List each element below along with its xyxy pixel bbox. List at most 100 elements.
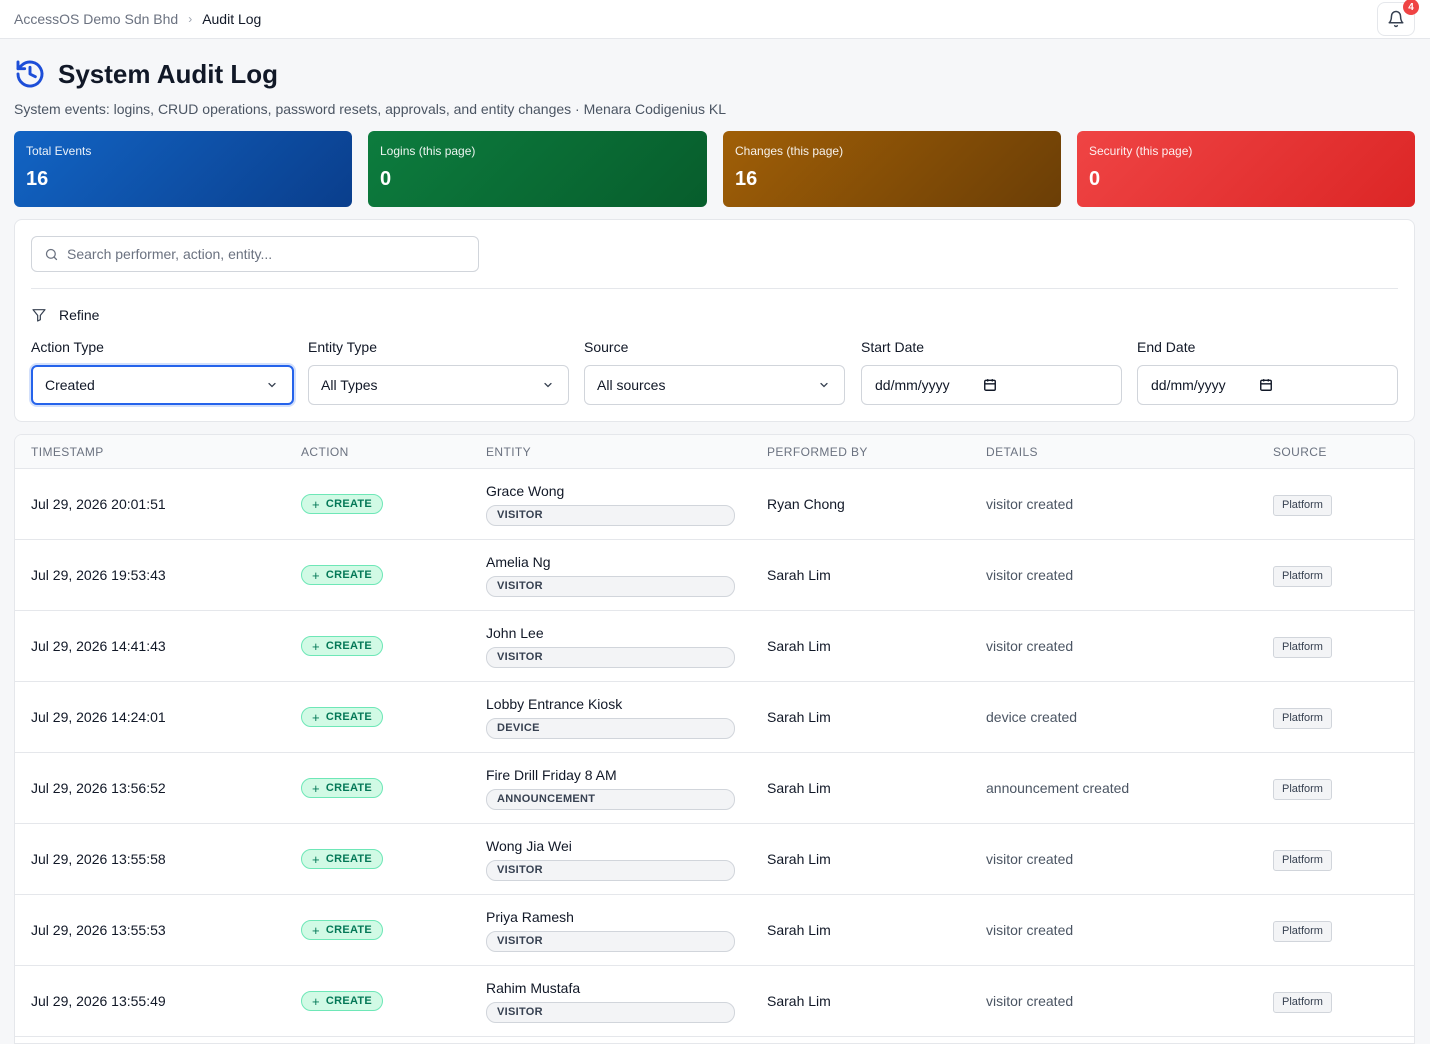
column-header-details[interactable]: DETAILS: [986, 445, 1038, 459]
table-row[interactable]: Jul 29, 2026 14:24:01 + CREATE Lobby Entran…: [15, 682, 1414, 753]
start-date-value: dd/mm/yyyy: [875, 377, 950, 393]
entity-name: John Lee: [486, 625, 544, 641]
entity-type-badge: VISITOR: [486, 505, 735, 526]
table-row[interactable]: Jul 29, 2026 20:01:51 + CREATE Grace Wong VI…: [15, 469, 1414, 540]
plus-icon: +: [311, 638, 320, 654]
notification-count-badge: 4: [1403, 0, 1419, 15]
page-header: System Audit Log: [14, 58, 278, 90]
start-date-input[interactable]: dd/mm/yyyy: [861, 365, 1122, 405]
details-cell: visitor created: [986, 993, 1074, 1009]
calendar-icon[interactable]: [1259, 378, 1273, 392]
end-date-input[interactable]: dd/mm/yyyy: [1137, 365, 1398, 405]
table-row[interactable]: Jul 29, 2026 13:55:58 + CREATE Wong Jia Wei…: [15, 824, 1414, 895]
table-row[interactable]: Jul 29, 2026 14:41:43 + CREATE John Lee VISI…: [15, 611, 1414, 682]
action-type-select[interactable]: Created: [31, 365, 294, 405]
table-row[interactable]: Jul 29, 2026 13:56:52 + CREATE Fire Drill F…: [15, 753, 1414, 824]
plus-icon: +: [311, 993, 320, 1009]
end-date-field: End Date dd/mm/yyyy: [1137, 339, 1398, 405]
entity-type-select[interactable]: All Types: [308, 365, 569, 405]
column-header-performed-by[interactable]: PERFORMED BY: [767, 445, 868, 459]
action-badge: + CREATE: [301, 778, 383, 798]
end-date-value: dd/mm/yyyy: [1151, 377, 1226, 393]
stat-label: Changes (this page): [735, 144, 844, 158]
table-row[interactable]: Jul 29, 2026 19:53:43 + CREATE Amelia Ng VIS…: [15, 540, 1414, 611]
filter-icon: [32, 309, 46, 322]
entity-name: Wong Jia Wei: [486, 838, 572, 854]
action-badge: + CREATE: [301, 707, 383, 727]
action-type-value: Created: [45, 377, 95, 393]
performed-by-cell: Sarah Lim: [767, 567, 831, 583]
start-date-label: Start Date: [861, 339, 925, 355]
notifications-button[interactable]: 4: [1377, 0, 1419, 36]
stat-label: Total Events: [26, 144, 92, 158]
details-cell: visitor created: [986, 496, 1074, 512]
action-type-label: Action Type: [31, 339, 104, 355]
action-badge: + CREATE: [301, 565, 383, 585]
bell-icon: [1388, 10, 1404, 28]
source-badge: Platform: [1273, 850, 1332, 871]
entity-name: Lobby Entrance Kiosk: [486, 696, 623, 712]
column-header-entity[interactable]: ENTITY: [486, 445, 532, 459]
entity-type-label: Entity Type: [308, 339, 378, 355]
chevron-right-icon: ›: [188, 12, 193, 26]
entity-type-badge: VISITOR: [486, 1002, 735, 1023]
table-body: Jul 29, 2026 20:01:51 + CREATE Grace Wong VI…: [15, 469, 1414, 1037]
chevron-down-icon: [544, 382, 552, 388]
entity-name: Rahim Mustafa: [486, 980, 581, 996]
source-badge: Platform: [1273, 495, 1332, 516]
action-label: CREATE: [325, 853, 373, 865]
column-header-timestamp[interactable]: TIMESTAMP: [31, 445, 104, 459]
stat-value: 16: [735, 168, 758, 190]
action-badge: + CREATE: [301, 849, 383, 869]
filter-panel: Refine Action Type Created Entity Type A…: [14, 219, 1415, 422]
stat-value: 16: [26, 168, 49, 190]
plus-icon: +: [311, 780, 320, 796]
source-badge: Platform: [1273, 708, 1332, 729]
source-value: All sources: [597, 377, 666, 393]
action-label: CREATE: [325, 995, 373, 1007]
plus-icon: +: [311, 567, 320, 583]
performed-by-cell: Sarah Lim: [767, 709, 831, 725]
search-icon: [45, 248, 58, 260]
performed-by-cell: Sarah Lim: [767, 851, 831, 867]
entity-type-value: All Types: [321, 377, 378, 393]
stat-card-changes: Changes (this page) 16: [723, 131, 1061, 207]
table-header: TIMESTAMP ACTION ENTITY PERFORMED BY DET…: [15, 435, 1414, 469]
stat-label: Security (this page): [1089, 144, 1193, 158]
entity-type-badge: DEVICE: [486, 718, 735, 739]
source-badge: Platform: [1273, 566, 1332, 587]
source-label: Source: [584, 339, 629, 355]
stat-label: Logins (this page): [380, 144, 476, 158]
timestamp-cell: Jul 29, 2026 14:41:43: [31, 638, 166, 654]
search-input[interactable]: [67, 246, 447, 262]
table-row[interactable]: Jul 29, 2026 13:55:49 + CREATE Rahim Mustaf…: [15, 966, 1414, 1037]
calendar-icon[interactable]: [983, 378, 997, 392]
timestamp-cell: Jul 29, 2026 20:01:51: [31, 496, 166, 512]
stat-value: 0: [380, 168, 392, 190]
timestamp-cell: Jul 29, 2026 13:55:53: [31, 922, 166, 938]
details-cell: visitor created: [986, 567, 1074, 583]
plus-icon: +: [311, 922, 320, 938]
action-badge: + CREATE: [301, 636, 383, 656]
details-cell: visitor created: [986, 922, 1074, 938]
action-label: CREATE: [325, 498, 373, 510]
entity-type-badge: VISITOR: [486, 860, 735, 881]
search-box[interactable]: [31, 236, 479, 272]
action-label: CREATE: [325, 640, 373, 652]
breadcrumb-org-link[interactable]: AccessOS Demo Sdn Bhd: [14, 11, 179, 27]
entity-type-badge: VISITOR: [486, 931, 735, 952]
chevron-down-icon: [820, 382, 828, 388]
stat-card-total-events: Total Events 16: [14, 131, 352, 207]
source-badge: Platform: [1273, 921, 1332, 942]
top-bar: AccessOS Demo Sdn Bhd › Audit Log 4: [0, 0, 1430, 39]
column-header-action[interactable]: ACTION: [301, 445, 349, 459]
entity-type-badge: VISITOR: [486, 647, 735, 668]
column-header-source[interactable]: SOURCE: [1273, 445, 1327, 459]
stat-value: 0: [1089, 168, 1101, 190]
breadcrumb-current: Audit Log: [202, 11, 262, 27]
table-row[interactable]: Jul 29, 2026 13:55:53 + CREATE Priya Ramesh…: [15, 895, 1414, 966]
source-select[interactable]: All sources: [584, 365, 845, 405]
source-badge: Platform: [1273, 637, 1332, 658]
divider: [31, 288, 1398, 289]
entity-name: Priya Ramesh: [486, 909, 574, 925]
